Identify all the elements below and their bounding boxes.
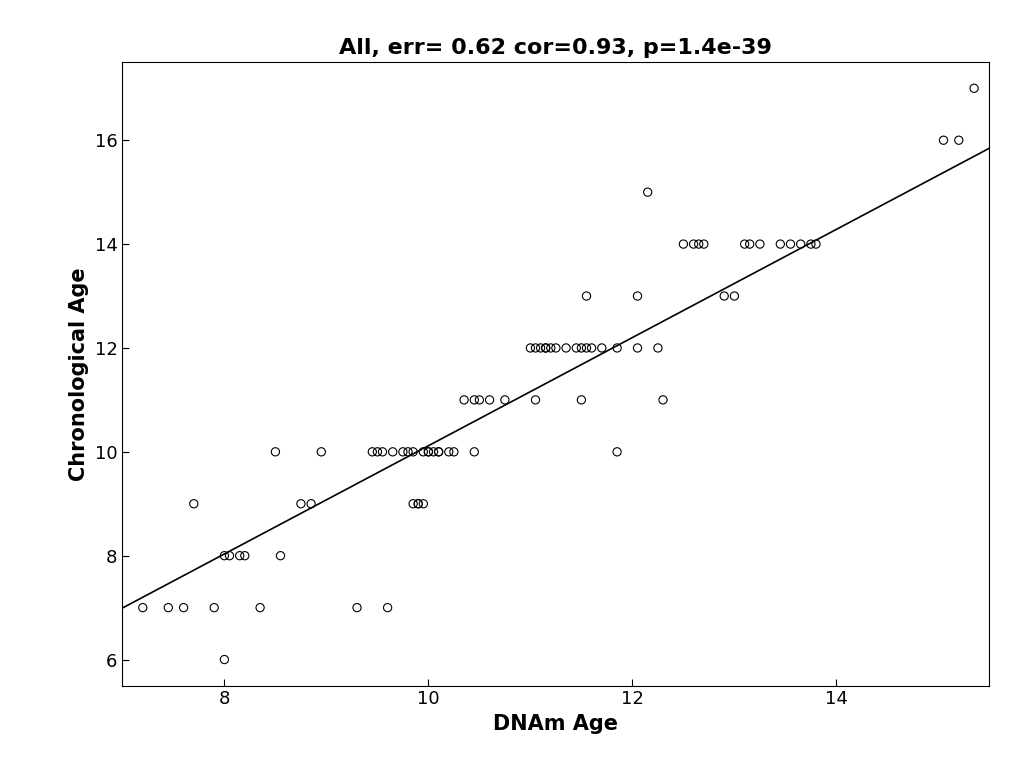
Point: [405, 446, 421, 458]
Point: [654, 393, 671, 406]
Point: [481, 393, 497, 406]
Point: [568, 342, 584, 354]
Point: [420, 446, 436, 458]
Point: [466, 446, 482, 458]
Point: [410, 498, 426, 510]
Point: [415, 498, 431, 510]
Point: [715, 290, 732, 302]
Point: [231, 549, 248, 562]
Point: [547, 342, 564, 354]
Point: [430, 446, 446, 458]
Point: [726, 290, 742, 302]
Point: [690, 238, 706, 250]
Point: [455, 393, 472, 406]
Point: [934, 134, 951, 146]
Point: [430, 446, 446, 458]
Point: [405, 498, 421, 510]
Point: [695, 238, 711, 250]
Point: [527, 393, 543, 406]
Point: [578, 342, 594, 354]
Point: [175, 601, 192, 614]
Point: [573, 393, 589, 406]
Point: [685, 238, 701, 250]
Point: [410, 498, 426, 510]
Point: [364, 446, 380, 458]
Point: [471, 393, 487, 406]
Point: [807, 238, 823, 250]
Point: [348, 601, 365, 614]
Title: All, err= 0.62 cor=0.93, p=1.4e-39: All, err= 0.62 cor=0.93, p=1.4e-39: [339, 38, 771, 58]
Point: [736, 238, 752, 250]
Point: [160, 601, 176, 614]
Point: [313, 446, 329, 458]
Point: [522, 342, 538, 354]
Y-axis label: Chronological Age: Chronological Age: [69, 267, 89, 481]
Point: [267, 446, 283, 458]
Point: [965, 82, 981, 94]
Point: [420, 446, 436, 458]
X-axis label: DNAm Age: DNAm Age: [493, 714, 618, 734]
Point: [741, 238, 757, 250]
Point: [573, 342, 589, 354]
Point: [303, 498, 319, 510]
Point: [236, 549, 253, 562]
Point: [649, 342, 665, 354]
Point: [394, 446, 411, 458]
Point: [782, 238, 798, 250]
Point: [384, 446, 400, 458]
Point: [542, 342, 558, 354]
Point: [629, 342, 645, 354]
Point: [537, 342, 553, 354]
Point: [369, 446, 385, 458]
Point: [608, 446, 625, 458]
Point: [578, 290, 594, 302]
Point: [675, 238, 691, 250]
Point: [557, 342, 574, 354]
Point: [593, 342, 609, 354]
Point: [445, 446, 462, 458]
Point: [950, 134, 966, 146]
Point: [425, 446, 441, 458]
Point: [802, 238, 818, 250]
Point: [399, 446, 416, 458]
Point: [374, 446, 390, 458]
Point: [415, 446, 431, 458]
Point: [771, 238, 788, 250]
Point: [135, 601, 151, 614]
Point: [221, 549, 237, 562]
Point: [185, 498, 202, 510]
Point: [216, 654, 232, 666]
Point: [379, 601, 395, 614]
Point: [527, 342, 543, 354]
Point: [216, 549, 232, 562]
Point: [751, 238, 767, 250]
Point: [272, 549, 288, 562]
Point: [466, 393, 482, 406]
Point: [639, 186, 655, 199]
Point: [629, 290, 645, 302]
Point: [608, 342, 625, 354]
Point: [440, 446, 457, 458]
Point: [537, 342, 553, 354]
Point: [583, 342, 599, 354]
Point: [292, 498, 309, 510]
Point: [206, 601, 222, 614]
Point: [252, 601, 268, 614]
Point: [532, 342, 548, 354]
Point: [792, 238, 808, 250]
Point: [496, 393, 513, 406]
